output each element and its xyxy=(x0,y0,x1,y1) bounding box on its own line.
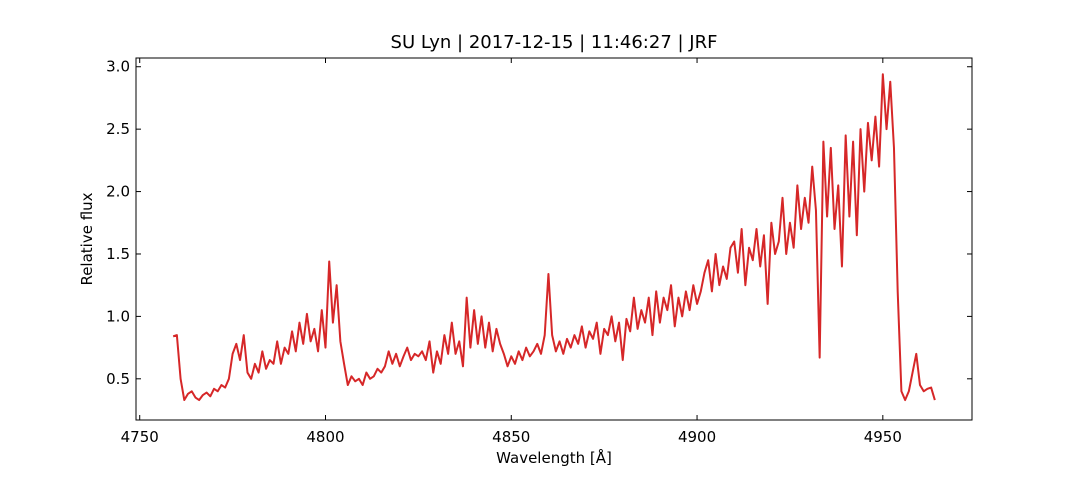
y-tick-label: 0.5 xyxy=(106,370,130,388)
x-tick-label: 4950 xyxy=(864,428,902,446)
y-tick-label: 3.0 xyxy=(106,58,130,76)
x-tick-label: 4750 xyxy=(121,428,159,446)
y-tick-label: 2.5 xyxy=(106,120,130,138)
spectrum-line xyxy=(172,73,936,402)
y-tick-label: 1.0 xyxy=(106,307,130,325)
x-tick-label: 4850 xyxy=(492,428,530,446)
x-tick-label: 4800 xyxy=(306,428,344,446)
y-axis-label: Relative flux xyxy=(78,192,96,285)
y-tick-label: 1.5 xyxy=(106,245,130,263)
chart-title: SU Lyn | 2017-12-15 | 11:46:27 | JRF xyxy=(391,32,718,53)
x-axis-label: Wavelength [Å] xyxy=(496,448,612,467)
y-tick-label: 2.0 xyxy=(106,183,130,201)
x-tick-label: 4900 xyxy=(678,428,716,446)
plot-frame xyxy=(135,57,973,421)
